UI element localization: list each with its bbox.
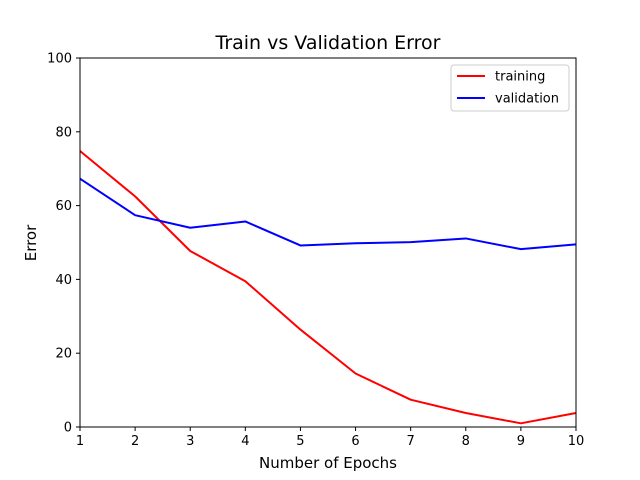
x-tick-label: 8 xyxy=(462,434,470,449)
x-tick-label: 6 xyxy=(351,434,359,449)
y-tick-label: 100 xyxy=(47,52,72,67)
y-tick-label: 80 xyxy=(55,125,72,140)
y-tick-label: 60 xyxy=(55,199,72,214)
plot-area xyxy=(79,150,577,425)
y-axis-label: Error xyxy=(22,224,40,261)
x-tick-label: 10 xyxy=(568,434,585,449)
x-tick-label: 1 xyxy=(76,434,84,449)
y-tick-label: 0 xyxy=(64,421,72,436)
x-tick-label: 5 xyxy=(296,434,304,449)
legend: training validation xyxy=(450,64,570,112)
legend-label-validation: validation xyxy=(495,92,559,107)
x-tick-label: 2 xyxy=(131,434,139,449)
x-tick-label: 7 xyxy=(407,434,415,449)
chart-title: Train vs Validation Error xyxy=(215,32,441,54)
x-tick-label: 9 xyxy=(517,434,525,449)
series-line-training xyxy=(79,150,577,425)
series-line-validation xyxy=(79,177,577,251)
x-tick-label: 4 xyxy=(241,434,249,449)
legend-label-training: training xyxy=(495,70,545,85)
axes-border xyxy=(79,57,577,428)
y-tick-label: 20 xyxy=(55,347,72,362)
axes-frame xyxy=(79,57,577,428)
y-tick-label: 40 xyxy=(55,273,72,288)
x-tick-label: 3 xyxy=(186,434,194,449)
x-axis-label: Number of Epochs xyxy=(259,454,397,472)
